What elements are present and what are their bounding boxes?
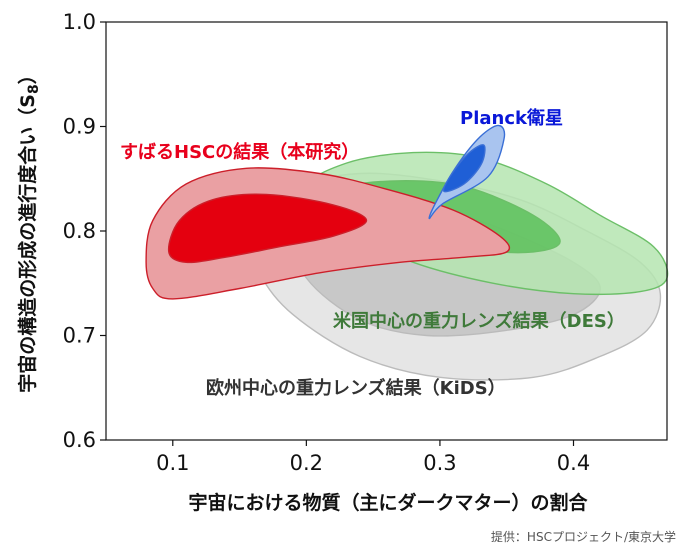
credit-text: 提供：HSCプロジェクト/東京大学 [491,529,676,544]
x-tick-label: 0.4 [557,451,590,475]
y-tick-label: 0.7 [63,324,96,348]
label-planck: Planck衛星 [460,107,563,129]
svg-text:宇宙の構造の形成の進行度合い（S8）: 宇宙の構造の形成の進行度合い（S8） [16,65,42,392]
y-tick-label: 1.0 [63,10,96,34]
contour-hsc-inner [167,193,368,264]
y-axis-title: 宇宙の構造の形成の進行度合い（S8） [16,65,42,392]
label-hsc: すばるHSCの結果（本研究） [120,141,359,163]
contour-planck-inner [442,144,486,193]
label-kids: 欧州中心の重力レンズ結果（KiDS） [206,377,506,399]
y-tick-label: 0.9 [63,115,96,139]
x-axis-title: 宇宙における物質（主にダークマター）の割合 [188,491,588,514]
x-tick-label: 0.1 [156,451,189,475]
contour-layer [145,124,669,381]
x-tick-label: 0.3 [423,451,456,475]
y-axis-title-subscript: 8 [26,84,42,94]
y-tick-label: 0.8 [63,219,96,243]
axis-ticks: 0.1 0.2 0.3 0.4 0.6 0.7 0.8 0.9 1.0 [63,10,591,475]
x-tick-label: 0.2 [290,451,323,475]
y-tick-label: 0.6 [63,428,96,452]
label-des: 米国中心の重力レンズ結果（DES） [333,310,625,332]
